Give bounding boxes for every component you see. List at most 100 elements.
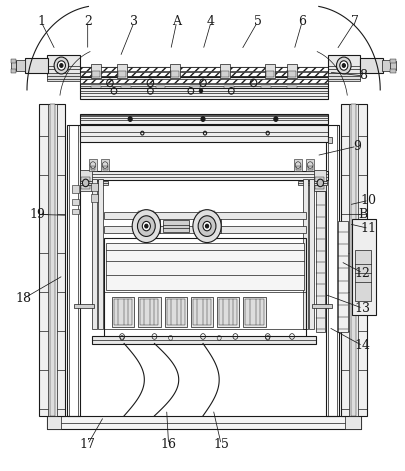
Bar [190, 297, 213, 327]
Bar [245, 299, 263, 325]
Text: 14: 14 [354, 340, 370, 352]
Bar [344, 416, 360, 429]
Bar [79, 77, 328, 88]
Bar [39, 104, 65, 416]
Circle shape [316, 179, 323, 187]
Bar [293, 159, 301, 171]
Bar [138, 211, 154, 219]
Bar [298, 181, 326, 185]
Text: 18: 18 [15, 292, 31, 305]
Bar [104, 238, 305, 339]
Bar [11, 69, 17, 73]
Bar [308, 179, 313, 329]
Bar [138, 297, 160, 327]
Circle shape [200, 117, 205, 122]
Bar [190, 86, 199, 89]
Bar [48, 104, 56, 416]
Text: 10: 10 [360, 194, 376, 207]
Bar [264, 64, 274, 78]
Text: 11: 11 [360, 222, 376, 235]
Bar [381, 60, 390, 71]
Bar [327, 73, 359, 77]
Bar [389, 59, 394, 63]
Bar [295, 166, 300, 170]
Bar [198, 211, 215, 219]
Bar [351, 219, 375, 315]
Bar [328, 125, 336, 416]
Bar [112, 297, 134, 327]
Circle shape [202, 221, 211, 231]
Bar [315, 177, 324, 188]
Bar [90, 166, 95, 170]
Bar [286, 86, 296, 89]
Circle shape [273, 117, 277, 122]
Circle shape [339, 61, 347, 70]
Bar [217, 297, 239, 327]
Circle shape [82, 179, 89, 187]
Bar [349, 104, 357, 416]
Bar [92, 179, 97, 329]
Circle shape [54, 57, 68, 74]
Text: 6: 6 [297, 16, 305, 28]
Circle shape [137, 216, 155, 236]
Bar [79, 170, 92, 191]
Bar [79, 181, 108, 185]
Text: 3: 3 [130, 16, 138, 28]
Bar [79, 114, 328, 124]
Circle shape [142, 221, 150, 231]
Bar [81, 177, 90, 188]
Bar [11, 59, 17, 63]
Bar [73, 304, 94, 309]
Bar [313, 170, 326, 191]
Bar [219, 299, 237, 325]
Text: 9: 9 [352, 140, 360, 153]
Bar [243, 297, 265, 327]
Text: 19: 19 [29, 208, 45, 221]
Text: 12: 12 [354, 267, 370, 280]
Bar [265, 71, 273, 77]
Bar [359, 58, 382, 73]
Bar [287, 71, 295, 77]
Bar [303, 179, 307, 329]
Bar [101, 159, 109, 171]
Bar [164, 297, 186, 327]
Text: 17: 17 [79, 438, 96, 451]
Text: 15: 15 [213, 438, 228, 451]
Text: 5: 5 [253, 16, 261, 28]
Bar [47, 73, 79, 77]
Bar [114, 299, 132, 325]
Bar [166, 299, 184, 325]
Text: 2: 2 [83, 16, 92, 28]
Bar [102, 166, 107, 170]
Bar [286, 64, 296, 78]
Text: 8: 8 [358, 69, 366, 82]
Bar [79, 79, 328, 83]
Text: 16: 16 [160, 438, 176, 451]
Bar [11, 61, 17, 70]
Bar [71, 185, 79, 193]
Bar [326, 125, 338, 416]
Circle shape [57, 61, 65, 70]
Bar [91, 183, 98, 191]
Bar [79, 88, 328, 99]
Bar [327, 55, 359, 74]
Bar [98, 179, 102, 329]
Text: A: A [172, 16, 181, 28]
Text: 1: 1 [37, 16, 45, 28]
Bar [104, 226, 305, 233]
Bar [337, 221, 347, 332]
Bar [354, 250, 370, 301]
Bar [67, 125, 79, 416]
Bar [121, 86, 131, 89]
Bar [47, 55, 79, 74]
Bar [71, 199, 79, 205]
Circle shape [336, 57, 350, 74]
Circle shape [205, 224, 208, 228]
Circle shape [128, 117, 132, 122]
Bar [69, 125, 77, 416]
Bar [47, 416, 360, 429]
Bar [47, 416, 61, 429]
Bar [106, 243, 303, 290]
Bar [169, 64, 179, 78]
Bar [327, 137, 331, 143]
